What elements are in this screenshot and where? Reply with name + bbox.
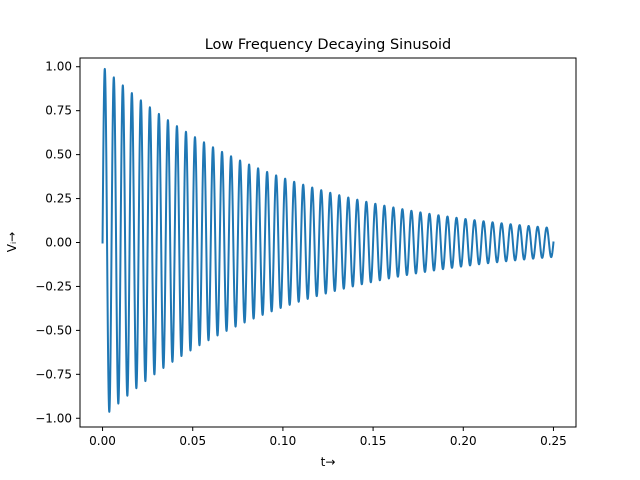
x-axis-label: t→ bbox=[321, 455, 336, 469]
x-tick-label: 0.10 bbox=[270, 434, 297, 448]
y-tick-label: −0.75 bbox=[35, 367, 72, 381]
x-tick-label: 0.25 bbox=[540, 434, 567, 448]
y-tick-label: 0.25 bbox=[45, 192, 72, 206]
y-tick-label: 1.00 bbox=[45, 60, 72, 74]
x-tick-label: 0.20 bbox=[450, 434, 477, 448]
y-tick-label: −0.25 bbox=[35, 279, 72, 293]
x-tick-label: 0.00 bbox=[89, 434, 116, 448]
y-axis-ticks: −1.00 −0.75 −0.50 −0.25 0.00 0.25 0.50 0.75 1.00 bbox=[35, 60, 80, 425]
plot-area bbox=[101, 67, 555, 413]
y-tick-label: 0.00 bbox=[45, 236, 72, 250]
y-tick-label: −1.00 bbox=[35, 411, 72, 425]
series-line bbox=[101, 67, 555, 413]
x-tick-label: 0.15 bbox=[360, 434, 387, 448]
y-tick-label: 0.50 bbox=[45, 148, 72, 162]
y-axis-label: Vᵢ→ bbox=[5, 232, 19, 252]
y-tick-label: 0.75 bbox=[45, 104, 72, 118]
axes-frame bbox=[79, 57, 577, 428]
x-axis-ticks: 0.00 0.05 0.10 0.15 0.20 0.25 bbox=[89, 427, 567, 448]
x-tick-label: 0.05 bbox=[179, 434, 206, 448]
y-tick-label: −0.50 bbox=[35, 323, 72, 337]
chart-title: Low Frequency Decaying Sinusoid bbox=[205, 37, 452, 53]
